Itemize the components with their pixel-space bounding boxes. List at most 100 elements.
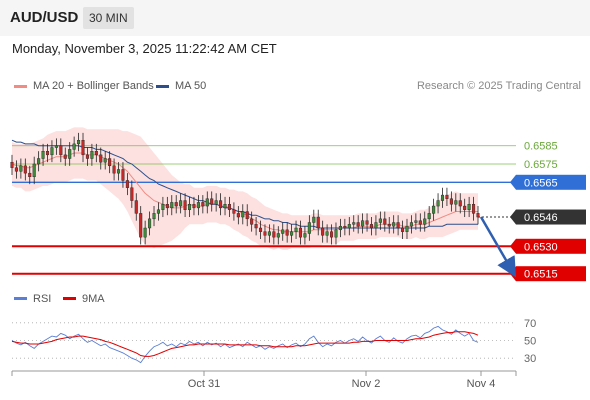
candle [219, 193, 223, 216]
candle [250, 211, 254, 232]
candle-body [14, 167, 18, 172]
candle-body [454, 200, 458, 205]
candle-body [436, 200, 440, 207]
candle [77, 132, 81, 152]
candle-body [383, 218, 387, 225]
candle [418, 213, 422, 232]
price-level-label-0.6575: 0.6575 [524, 159, 558, 171]
candle [187, 196, 192, 218]
candle [28, 165, 32, 185]
candle [32, 156, 36, 185]
ma9-legend-label: 9MA [82, 293, 105, 305]
candle-body [458, 200, 462, 207]
candle-body [361, 220, 365, 227]
candle [90, 143, 94, 166]
candle [125, 173, 129, 196]
candle [330, 224, 334, 245]
candle-body [85, 154, 89, 159]
candle-body [396, 222, 400, 229]
candle [223, 196, 227, 216]
candle-body [365, 220, 369, 225]
candle [307, 215, 311, 241]
candle [312, 209, 316, 230]
candle [245, 204, 249, 227]
candle-body [59, 145, 63, 156]
candle [143, 220, 147, 245]
candle-body [156, 209, 160, 214]
candle-body [219, 200, 223, 209]
candle-body [330, 231, 334, 238]
candle-body [321, 227, 325, 236]
candle-body [45, 150, 50, 156]
candle [112, 158, 116, 181]
candle [276, 226, 280, 245]
chart-datetime: Monday, November 3, 2025 11:22:42 AM CET [12, 41, 277, 56]
candle-body [414, 220, 418, 223]
candle-body [227, 204, 231, 210]
candle-body [214, 200, 218, 205]
candle-body [32, 163, 36, 178]
candle-body [427, 213, 431, 220]
candle [401, 220, 405, 239]
price-level-pointer-0.6565 [510, 174, 516, 190]
candle [205, 191, 209, 214]
candle-body [369, 224, 374, 229]
candle [148, 211, 152, 236]
candle [121, 162, 125, 188]
candle-body [94, 150, 98, 156]
candle [45, 143, 50, 163]
candle [41, 143, 45, 166]
rsi-tick-50: 50 [524, 336, 536, 348]
candle [116, 162, 121, 181]
candle-body [130, 187, 134, 201]
candle [99, 147, 103, 170]
candle [325, 224, 329, 243]
price-level-pointer-0.6530 [510, 238, 516, 254]
research-credit: Research © 2025 Trading Central [416, 80, 581, 92]
candle-body [205, 198, 209, 207]
candle-body [374, 222, 378, 229]
candle-body [41, 150, 45, 159]
candle [210, 191, 214, 212]
candle-body [23, 165, 27, 174]
candle [361, 213, 365, 234]
candle-body [281, 229, 285, 234]
candle [54, 138, 58, 155]
candle-body [236, 213, 240, 218]
candle [103, 151, 107, 170]
candle-body [183, 200, 187, 210]
candle [356, 215, 360, 234]
candle-body [54, 145, 58, 148]
candle-body [387, 224, 391, 227]
candle-body [170, 202, 174, 209]
price-level-label-0.6565: 0.6565 [524, 177, 558, 189]
candle [409, 215, 413, 234]
candle [396, 215, 400, 236]
candle-body [196, 202, 200, 209]
ma20-legend-label: MA 20 + Bollinger Bands [33, 80, 154, 92]
candle [94, 143, 98, 163]
candle [454, 193, 458, 212]
timeframe-button[interactable]: 30 MIN [83, 7, 134, 29]
candle [165, 196, 169, 216]
candle [63, 147, 67, 166]
candle [259, 220, 263, 239]
candle [152, 206, 156, 227]
rsi-legend-label: RSI [33, 293, 52, 305]
candle-body [121, 169, 125, 181]
candle-body [338, 225, 342, 231]
candle-body [316, 216, 320, 229]
candle-body [352, 222, 356, 225]
candle-body [325, 231, 329, 236]
candle [352, 215, 356, 232]
candle [130, 180, 134, 208]
candle-body [19, 165, 23, 172]
time-axis: Oct 31 Nov 2 Nov 4 [11, 370, 517, 390]
rsi-tick-70: 70 [524, 318, 536, 330]
candle-body [90, 150, 94, 159]
candle [214, 193, 218, 212]
candle [281, 222, 285, 241]
candle [174, 195, 178, 214]
ma20-legend-swatch [14, 85, 27, 88]
